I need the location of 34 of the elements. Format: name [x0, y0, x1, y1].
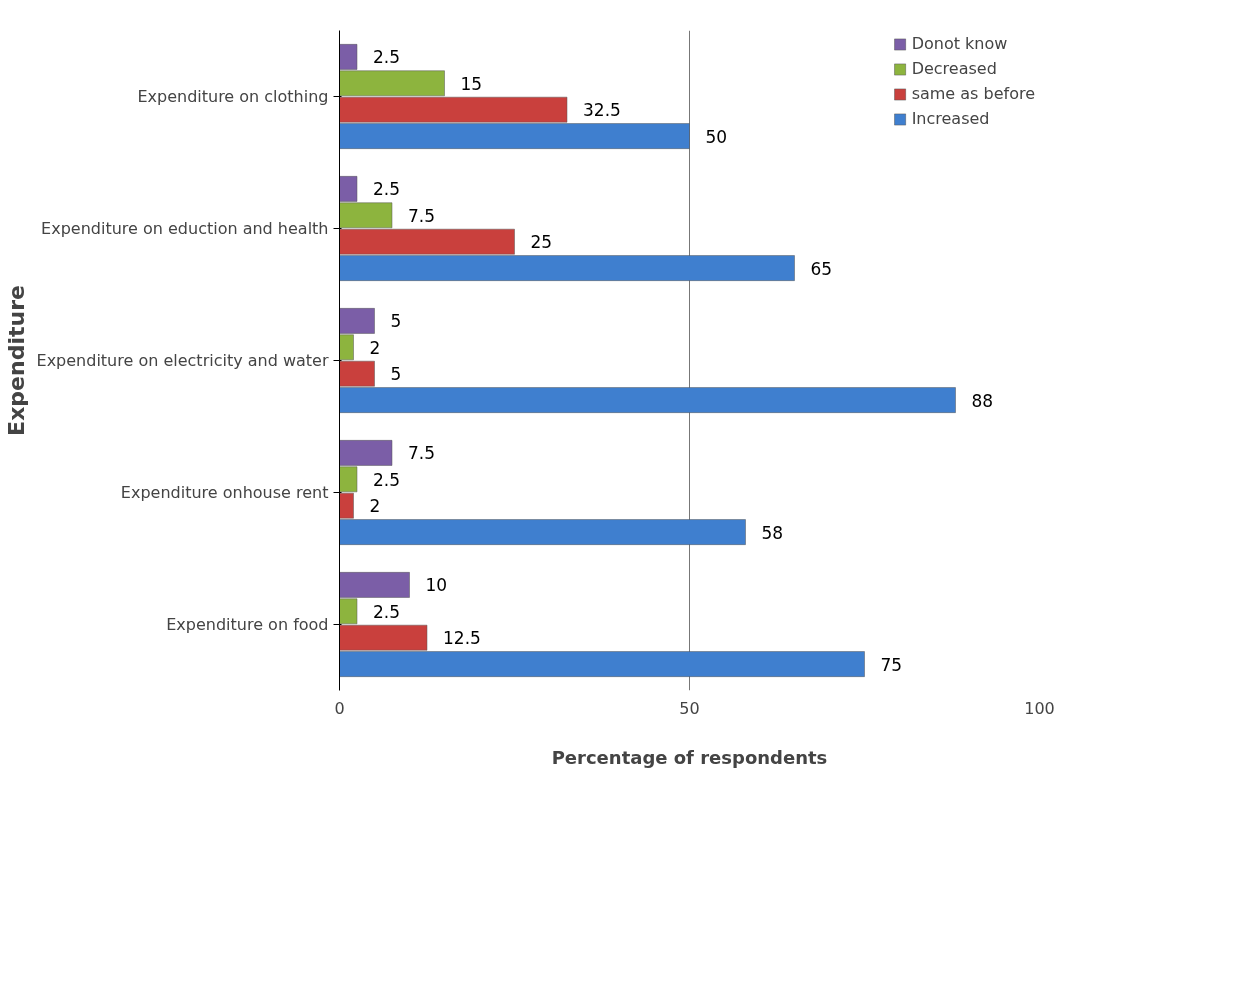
data-label: 7.5 — [408, 205, 436, 226]
x-axis-title: Percentage of respondents — [551, 746, 828, 768]
data-label: 65 — [810, 258, 833, 279]
data-label: 12.5 — [443, 628, 481, 649]
y-tick-label: Expenditure on electricity and water — [36, 351, 329, 370]
data-label: 50 — [705, 126, 728, 147]
legend-label: Decreased — [911, 59, 997, 78]
legend-label: Increased — [911, 109, 990, 128]
data-label: 5 — [390, 311, 402, 332]
y-axis-title: Expenditure — [3, 285, 29, 436]
data-label: 2.5 — [373, 469, 401, 490]
data-label: 7.5 — [408, 443, 436, 464]
y-tick-label: Expenditure on food — [166, 615, 329, 634]
data-label: 2 — [369, 337, 381, 358]
data-label: 10 — [425, 575, 448, 596]
legend-label: Donot know — [911, 34, 1008, 53]
data-label: 2.5 — [373, 47, 401, 68]
y-tick-label: Expenditure on eduction and health — [41, 219, 329, 238]
x-tick-label: 100 — [1024, 698, 1055, 718]
data-label: 75 — [880, 654, 903, 675]
data-label: 2 — [369, 496, 381, 517]
data-label: 15 — [460, 73, 483, 94]
data-label: 88 — [971, 390, 994, 411]
data-label: 32.5 — [583, 100, 621, 121]
data-label: 2.5 — [373, 179, 401, 200]
data-label: 25 — [530, 232, 553, 253]
data-label: 5 — [390, 364, 402, 385]
data-label: 2.5 — [373, 601, 401, 622]
x-tick-label: 0 — [334, 698, 345, 718]
legend-label: same as before — [911, 84, 1035, 103]
y-tick-label: Expenditure onhouse rent — [120, 483, 329, 502]
y-tick-label: Expenditure on clothing — [137, 87, 329, 106]
x-tick-label: 50 — [679, 698, 700, 718]
data-label: 58 — [761, 522, 784, 543]
